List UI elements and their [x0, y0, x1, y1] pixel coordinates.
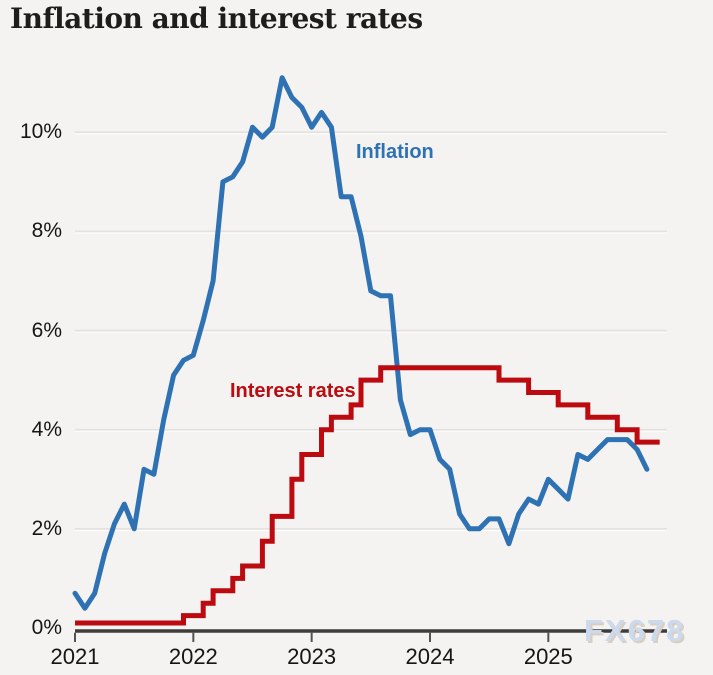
y-tick-label: 8% — [31, 219, 62, 243]
y-tick-label: 10% — [19, 120, 62, 144]
x-tick-label: 2023 — [287, 644, 337, 669]
y-tick-label: 6% — [31, 318, 62, 342]
watermark-fx678: FX678 — [584, 613, 686, 648]
interest-rates-line — [75, 365, 660, 626]
y-tick-label: 4% — [31, 417, 62, 441]
page-title: Inflation and interest rates — [10, 2, 423, 35]
x-tick-label: 2025 — [523, 644, 573, 669]
x-tick-label: 2022 — [168, 644, 218, 669]
inflation-line — [72, 75, 650, 611]
y-tick-label: 2% — [31, 516, 62, 540]
interest-rates-series-label: Interest rates — [230, 380, 356, 402]
x-tick-label: 2024 — [405, 644, 455, 669]
x-tick-label: 2021 — [50, 644, 100, 669]
inflation-series-label: Inflation — [356, 141, 434, 163]
y-tick-label: 0% — [31, 616, 62, 639]
